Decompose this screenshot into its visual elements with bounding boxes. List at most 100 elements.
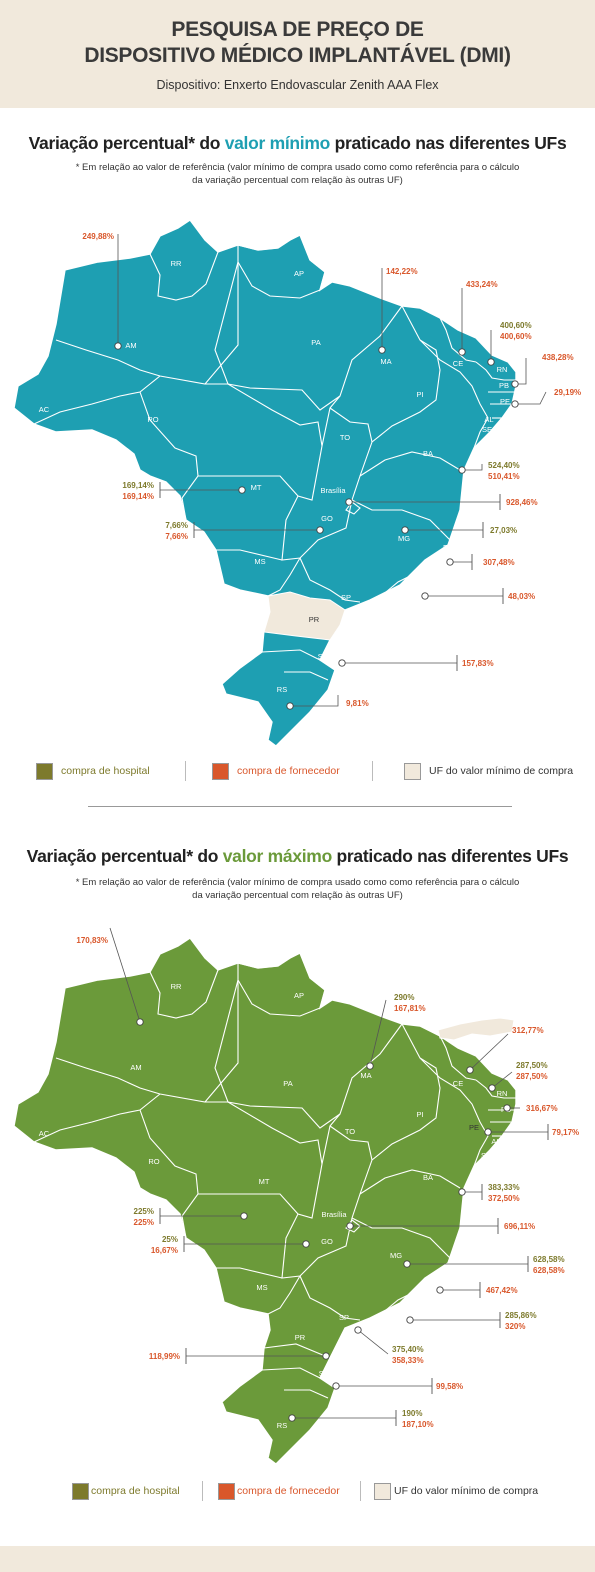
callout-rn: 287,50% 287,50% [488,1061,548,1092]
hospital-value: 287,50% [516,1061,548,1070]
legend-supplier-label: compra de fornecedor [237,1485,340,1497]
callout-leader [462,464,483,471]
uf-label-am: AM [130,1063,141,1072]
supplier-value: 225% [134,1218,154,1227]
reference-uf-shape [437,1017,515,1041]
supplier-value: 16,67% [151,1246,178,1255]
state-border [385,559,426,593]
section-max-title-pre: Variação percentual* do [26,846,223,866]
uf-label-pr: PR [295,1333,306,1342]
uf-label-rn: RN [497,365,508,374]
callout-es: 467,42% [436,1282,518,1298]
state-border [475,1079,516,1099]
uf-label-al: AL [484,415,493,424]
callout-brasília: 696,11% [346,1218,535,1234]
callout-dot [487,358,495,366]
callout-dot [406,1316,414,1324]
callout-rn: 400,60% 400,60% [487,321,532,366]
callout-dot [484,1128,492,1136]
supplier-value: 9,81% [346,699,369,708]
hospital-value: 225% [134,1207,154,1216]
state-border [149,969,219,1019]
callout-dot [511,400,519,408]
supplier-value: 48,03% [508,592,535,601]
supplier-value: 99,58% [436,1382,463,1391]
uf-label-ce: CE [453,359,463,368]
uf-label-sp: SP [341,593,351,602]
callout-dot [288,1414,296,1422]
state-border [371,305,441,443]
supplier-value: 358,33% [392,1356,424,1365]
uf-label-ba: BA [423,449,433,458]
callout-ce: 433,24% [458,280,498,356]
uf-label-ms: MS [256,1283,267,1292]
uf-label-ap: AP [294,991,304,1000]
callout-pe: 29,19% [511,388,581,408]
callout-pb: 438,28% [511,353,574,388]
callout-dot [403,1260,411,1268]
uf-label-sc: SC [319,1369,330,1378]
hospital-value: 7,66% [165,521,188,530]
callout-dot [302,1240,310,1248]
section-min-note-line1: * Em relação ao valor de referência (val… [75,162,520,173]
section-min-title-pre: Variação percentual* do [28,133,225,153]
state-border [267,557,301,597]
supplier-value: 696,11% [504,1222,535,1231]
uf-label-ma: MA [380,357,391,366]
callout-rj: 285,86% 320% [406,1311,537,1331]
uf-label-go: GO [321,514,333,523]
reference-swatch [374,1482,391,1500]
state-border [281,1125,373,1279]
callout-dot [511,380,519,388]
callout-sp: 375,40% 358,33% [354,1326,424,1365]
legend-reference-label: UF do valor mínimo de compra [394,1485,539,1497]
state-border [359,1169,461,1195]
supplier-value: 312,77% [512,1026,544,1035]
legend-separator [372,761,373,781]
callout-leader [357,1329,389,1355]
legend-item-supplier: compra de fornecedor [212,761,340,781]
map-max: RRAPAMPAMACERNPBPEALSEACROTOPIBAMTBrasíl… [13,927,579,1465]
callout-dot [114,342,122,350]
hospital-value: 400,60% [500,321,532,330]
state-border [261,1367,321,1379]
uf-label-rr: RR [171,982,182,991]
section-max-note-line2: da variação percentual com relação às ou… [192,890,403,901]
uf-label-mt: MT [251,483,262,492]
uf-label-pi: PI [416,390,423,399]
legend-min: compra de hospital compra de fornecedor … [0,761,595,785]
section-max-note-line1: * Em relação ao valor de referência (val… [75,877,520,888]
callout-pb: 316,67% [503,1104,558,1113]
uf-label-ce: CE [453,1079,463,1088]
state-border [205,383,323,447]
state-border [216,549,283,561]
state-border [359,451,461,477]
section-max-title: Variação percentual* do valor máximo pra… [0,846,595,867]
state-border [237,234,326,299]
hospital-value: 524,40% [488,461,520,470]
callout-dot [458,348,466,356]
state-border [385,1277,426,1311]
legend-item-reference: UF do valor mínimo de compra [404,761,573,781]
uf-label-ms: MS [254,557,265,566]
state-border [439,1035,477,1081]
callout-rj: 48,03% [421,588,535,604]
uf-label-rj: RJ [423,575,432,584]
uf-label-sc: SC [318,652,329,661]
state-border [55,980,239,1103]
legend-item-reference: UF do valor mínimo de compra [374,1481,538,1501]
callout-dot [346,1222,354,1230]
header-title-line1: PESQUISA DE PREÇO DE [171,18,424,41]
supplier-value: 157,83% [462,659,494,668]
callout-ce: 312,77% [466,1026,544,1074]
uf-label-ac: AC [39,405,50,414]
uf-label-pa: PA [283,1079,292,1088]
callout-dot [345,498,353,506]
callout-dot [401,526,409,534]
state-border [216,1267,283,1279]
hospital-value: 285,86% [505,1311,537,1320]
hospital-value: 190% [402,1409,422,1418]
state-border [281,407,373,561]
supplier-value: 249,88% [82,232,114,241]
